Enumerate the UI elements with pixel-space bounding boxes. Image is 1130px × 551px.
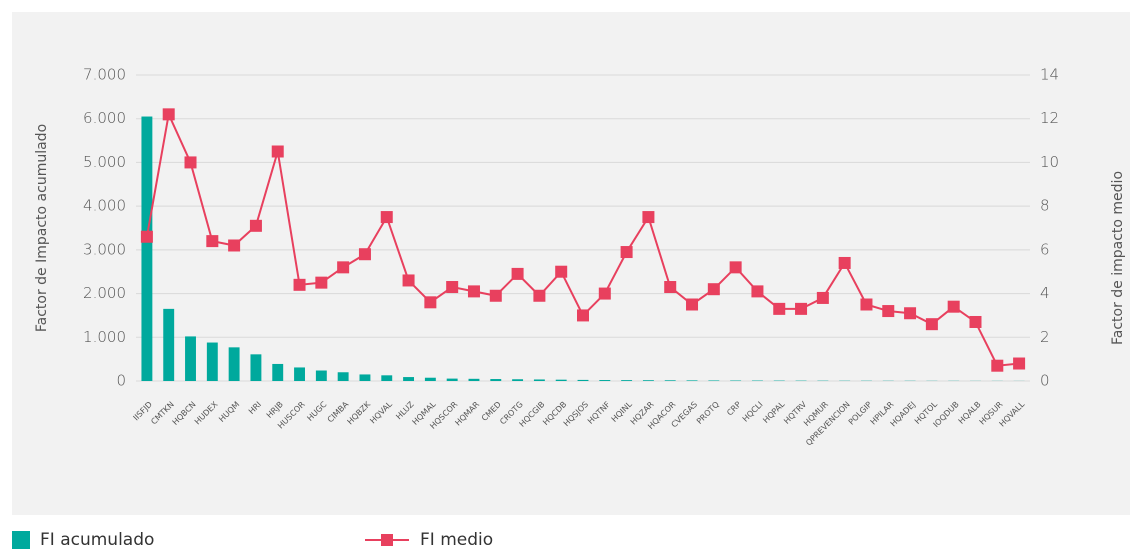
line-marker xyxy=(860,298,873,311)
line-marker xyxy=(707,283,720,296)
bar xyxy=(599,380,611,381)
bar xyxy=(555,379,567,381)
line-marker xyxy=(969,315,982,328)
bar xyxy=(642,380,654,381)
bar xyxy=(163,308,175,381)
line-marker xyxy=(947,300,960,313)
line-marker xyxy=(424,296,437,309)
line-marker xyxy=(489,289,502,302)
line-marker xyxy=(446,281,459,294)
bar xyxy=(250,354,262,381)
line-marker xyxy=(315,276,328,289)
bar xyxy=(708,380,720,381)
line-marker xyxy=(598,287,611,300)
line-marker xyxy=(337,261,350,274)
y-tick-label: 4.000 xyxy=(83,197,126,215)
legend-label: FI acumulado xyxy=(40,530,154,550)
line-marker xyxy=(228,239,241,252)
y2-axis-label: Factor de impacto medio xyxy=(1110,171,1126,345)
bar xyxy=(533,379,545,381)
line-marker xyxy=(402,274,415,287)
line-marker xyxy=(773,302,786,315)
y-tick-label: 7.000 xyxy=(83,66,126,84)
bar xyxy=(206,342,218,381)
y2-tick-label: 14 xyxy=(1040,66,1059,84)
line-marker xyxy=(162,108,175,121)
line-marker xyxy=(555,265,568,278)
y-tick-label: 0 xyxy=(116,372,126,390)
line-marker xyxy=(206,235,219,248)
y-tick-label: 5.000 xyxy=(83,153,126,171)
bar xyxy=(577,379,589,381)
legend-swatch xyxy=(381,534,393,546)
line-marker xyxy=(1013,357,1026,370)
line-marker xyxy=(271,145,284,158)
line-marker xyxy=(904,307,917,320)
bar xyxy=(446,378,458,381)
line-marker xyxy=(751,285,764,298)
bar xyxy=(315,370,327,381)
bar xyxy=(664,380,676,381)
bar xyxy=(141,116,153,382)
bar xyxy=(468,378,480,381)
line-marker xyxy=(511,267,524,280)
y2-tick-label: 10 xyxy=(1040,153,1059,171)
line-marker xyxy=(991,359,1004,372)
bar xyxy=(381,375,393,381)
line-marker xyxy=(577,309,589,322)
bar xyxy=(490,379,502,381)
bar xyxy=(512,379,524,381)
bar xyxy=(294,367,305,381)
bar xyxy=(228,347,240,381)
line-marker xyxy=(664,281,677,294)
line-marker xyxy=(140,230,153,243)
y2-tick-label: 8 xyxy=(1040,197,1050,215)
line-marker xyxy=(816,291,829,304)
line-marker xyxy=(467,285,480,298)
line-marker xyxy=(795,302,808,315)
bar xyxy=(424,377,436,381)
bar xyxy=(359,374,371,381)
y-tick-label: 6.000 xyxy=(83,109,126,127)
line-marker xyxy=(184,156,197,169)
line-marker xyxy=(642,211,655,224)
y-axis-label: Factor de Impacto acumulado xyxy=(34,124,50,332)
line-marker xyxy=(686,298,699,311)
line-marker xyxy=(293,278,306,291)
bar xyxy=(621,380,633,381)
bar xyxy=(686,380,698,381)
line-marker xyxy=(838,256,851,269)
y2-tick-label: 0 xyxy=(1040,372,1050,390)
plot-background xyxy=(12,12,1130,515)
bar xyxy=(185,336,196,381)
line-marker xyxy=(729,261,742,274)
bar xyxy=(337,372,349,381)
y2-tick-label: 6 xyxy=(1040,240,1050,258)
y2-tick-label: 12 xyxy=(1040,109,1059,127)
line-marker xyxy=(249,219,262,232)
line-marker xyxy=(380,211,393,224)
legend-label: FI medio xyxy=(420,530,493,550)
y-tick-label: 3.000 xyxy=(83,240,126,258)
y2-tick-label: 4 xyxy=(1040,284,1050,302)
y2-tick-label: 2 xyxy=(1040,328,1050,346)
legend-swatch xyxy=(12,531,30,549)
line-marker xyxy=(533,289,546,302)
bar xyxy=(272,363,284,381)
y-tick-label: 2.000 xyxy=(83,284,126,302)
line-marker xyxy=(358,248,371,261)
line-marker xyxy=(925,318,938,331)
bar xyxy=(403,377,415,381)
line-marker xyxy=(882,305,895,318)
y-tick-label: 1.000 xyxy=(83,328,126,346)
line-marker xyxy=(620,246,633,259)
